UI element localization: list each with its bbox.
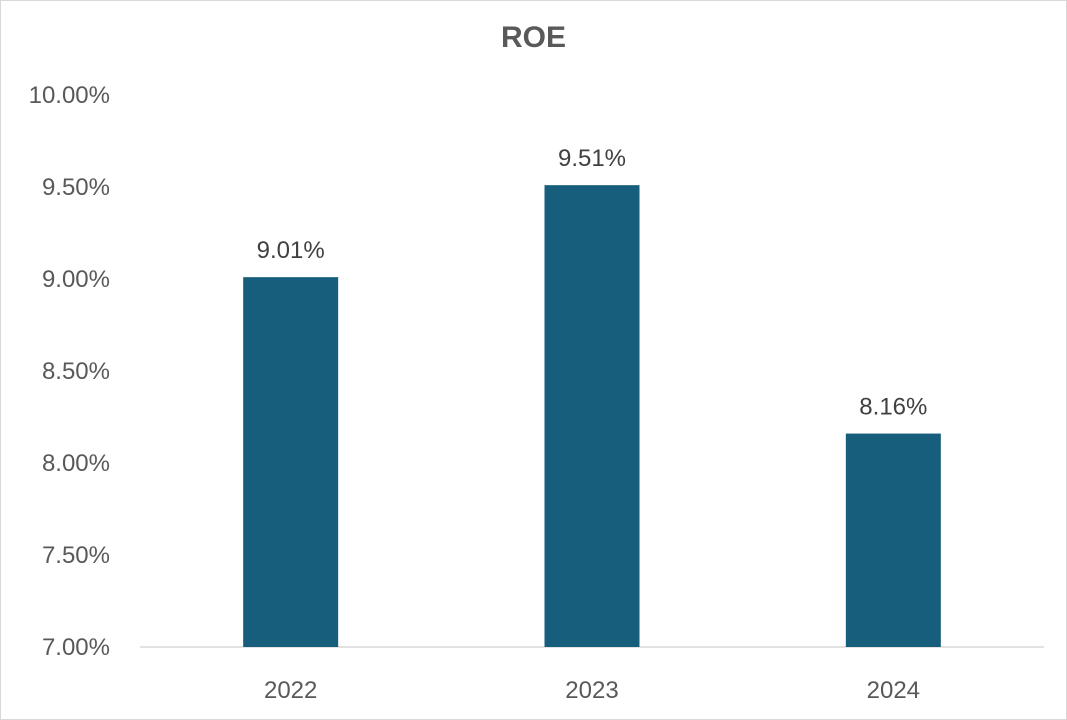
data-label-2024: 8.16%	[859, 394, 927, 421]
bar-2022	[243, 277, 339, 647]
chart-title: ROE	[500, 21, 566, 54]
x-tick-label-2024: 2024	[867, 677, 920, 704]
y-tick-label: 10.00%	[29, 82, 110, 109]
y-tick-label: 8.50%	[42, 358, 110, 385]
y-tick-label: 7.00%	[42, 634, 110, 661]
x-tick-label-2022: 2022	[264, 677, 317, 704]
bar-2024	[845, 433, 941, 647]
bar-2023	[544, 185, 640, 647]
y-tick-label: 9.00%	[42, 266, 110, 293]
y-tick-label: 7.50%	[42, 542, 110, 569]
data-label-2023: 9.51%	[558, 145, 626, 172]
y-tick-label: 8.00%	[42, 450, 110, 477]
data-label-2022: 9.01%	[257, 237, 325, 264]
x-tick-label-2023: 2023	[565, 677, 618, 704]
y-tick-label: 9.50%	[42, 174, 110, 201]
